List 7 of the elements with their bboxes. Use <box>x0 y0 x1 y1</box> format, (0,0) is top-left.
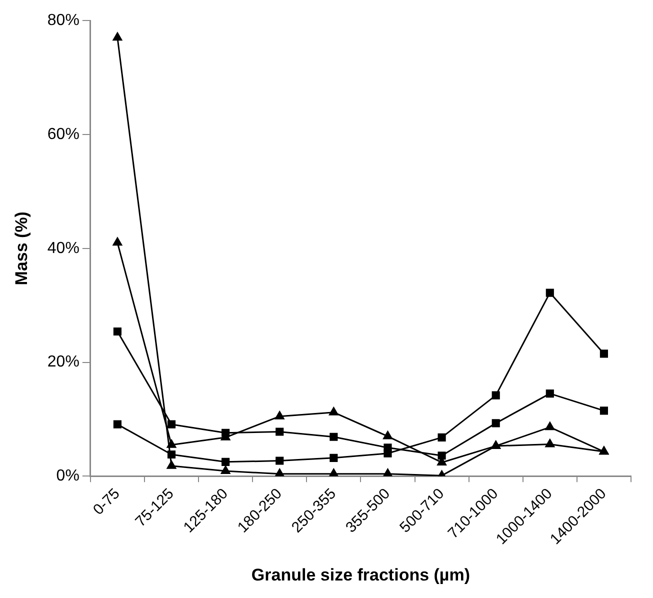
y-tick-label: 80% <box>47 12 80 30</box>
y-tick-label: 0% <box>56 468 80 485</box>
y-tick-label: 20% <box>47 354 80 371</box>
x-axis-title: Granule size fractions (µm) <box>251 565 470 584</box>
y-axis-title: Mass (%) <box>12 212 31 286</box>
y-tick-label: 60% <box>47 126 80 143</box>
y-tick-label: 40% <box>47 240 80 257</box>
